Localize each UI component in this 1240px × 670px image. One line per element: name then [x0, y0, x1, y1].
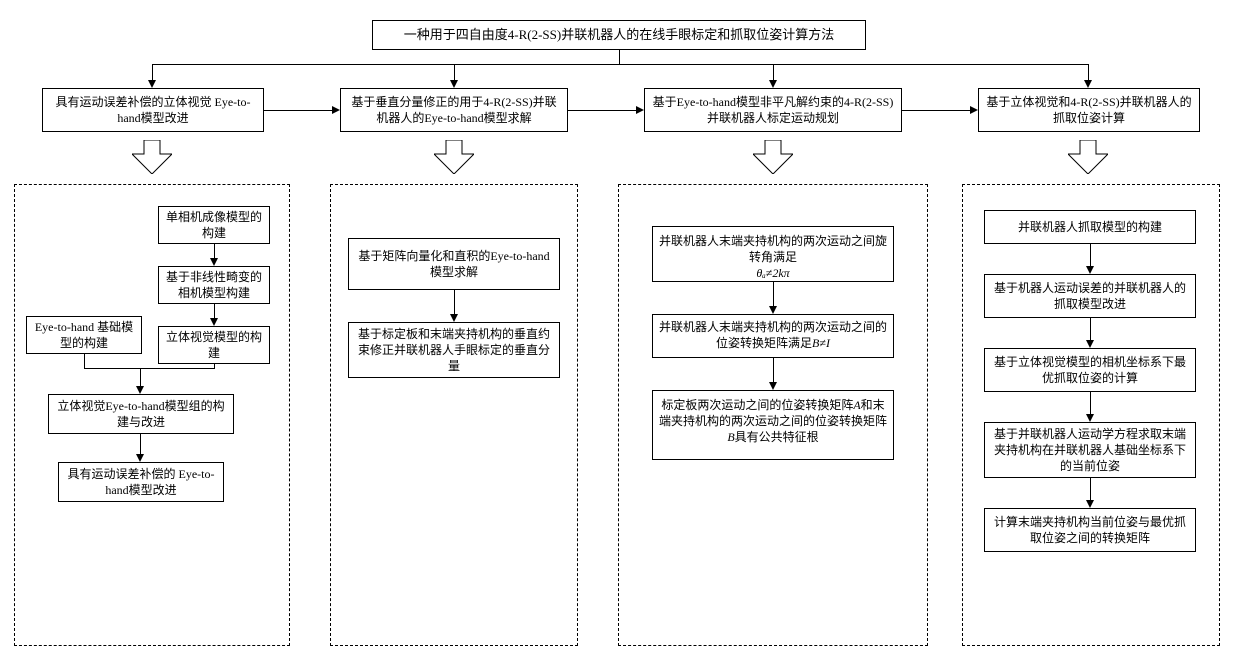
c2-n1-n2-head	[450, 314, 458, 322]
c3-n3-A: A	[853, 398, 860, 412]
c4-n1-n2-head	[1086, 266, 1094, 274]
c1-n4: Eye-to-hand 基础模型的构建	[26, 316, 142, 354]
c1-n1-n2-head	[210, 258, 218, 266]
c4-n2: 基于机器人运动误差的并联机器人的抓取模型改进	[984, 274, 1196, 318]
c3-n1-text: 并联机器人末端夹持机构的两次运动之间旋转角满足	[659, 233, 887, 265]
c4-n1: 并联机器人抓取模型的构建	[984, 210, 1196, 244]
horizontal-bus	[152, 64, 1088, 65]
root-down-line	[619, 50, 620, 64]
block-arrow-1	[132, 140, 172, 174]
c1-n2-n3-line	[214, 304, 215, 318]
c1-n4-down	[84, 354, 85, 368]
c1-join-horiz	[84, 368, 215, 369]
drop-b1	[152, 64, 153, 80]
root-node: 一种用于四自由度4-R(2-SS)并联机器人的在线手眼标定和抓取位姿计算方法	[372, 20, 866, 50]
drop-b3	[773, 64, 774, 80]
c1-n1: 单相机成像模型的构建	[158, 206, 270, 244]
b2-b3-line	[568, 110, 636, 111]
drop-b2-head	[450, 80, 458, 88]
b3-b4-head	[970, 106, 978, 114]
c3-n3: 标定板两次运动之间的位姿转换矩阵A和末端夹持机构的两次运动之间的位姿转换矩阵B具…	[652, 390, 894, 460]
c4-n3-n4-head	[1086, 414, 1094, 422]
c3-n3-p1: 标定板两次运动之间的位姿转换矩阵	[661, 398, 853, 412]
c2-n1-n2-line	[454, 290, 455, 314]
c3-n2-text: 并联机器人末端夹持机构的两次运动之间的位姿转换矩阵满足	[659, 320, 887, 350]
c4-n5: 计算末端夹持机构当前位姿与最优抓取位姿之间的转换矩阵	[984, 508, 1196, 552]
drop-b4	[1088, 64, 1089, 80]
b3-b4-line	[902, 110, 970, 111]
b1-b2-head	[332, 106, 340, 114]
c4-n4: 基于并联机器人运动学方程求取末端夹持机构在并联机器人基础坐标系下的当前位姿	[984, 422, 1196, 478]
c4-n3: 基于立体视觉模型的相机坐标系下最优抓取位姿的计算	[984, 348, 1196, 392]
c3-n3-p3: 具有公共特征根	[735, 430, 819, 444]
branch-1: 具有运动误差补偿的立体视觉 Eye-to-hand模型改进	[42, 88, 264, 132]
c1-n5-n6-line	[140, 434, 141, 454]
drop-b4-head	[1084, 80, 1092, 88]
c2-n2: 基于标定板和末端夹持机构的垂直约束修正并联机器人手眼标定的垂直分量	[348, 322, 560, 378]
c1-n5-n6-head	[136, 454, 144, 462]
c3-n2-formula: B≠I	[812, 336, 830, 350]
c4-n2-n3-line	[1090, 318, 1091, 340]
c1-n6: 具有运动误差补偿的 Eye-to-hand模型改进	[58, 462, 224, 502]
block-arrow-3	[753, 140, 793, 174]
c3-n2: 并联机器人末端夹持机构的两次运动之间的位姿转换矩阵满足B≠I	[652, 314, 894, 358]
c1-n1-n2-line	[214, 244, 215, 258]
branch-3: 基于Eye-to-hand模型非平凡解约束的4-R(2-SS)并联机器人标定运动…	[644, 88, 902, 132]
branch-2: 基于垂直分量修正的用于4-R(2-SS)并联机器人的Eye-to-hand模型求…	[340, 88, 568, 132]
branch-4: 基于立体视觉和4-R(2-SS)并联机器人的抓取位姿计算	[978, 88, 1200, 132]
b1-b2-line	[264, 110, 332, 111]
drop-b2	[454, 64, 455, 80]
c3-n1-formula: θₐ≠2kπ	[659, 265, 887, 281]
block-arrow-2	[434, 140, 474, 174]
c1-n3: 立体视觉模型的构建	[158, 326, 270, 364]
c1-n2-n3-head	[210, 318, 218, 326]
c3-n1-n2-head	[769, 306, 777, 314]
c1-n2: 基于非线性畸变的相机模型构建	[158, 266, 270, 304]
drop-b3-head	[769, 80, 777, 88]
c1-join-down	[140, 368, 141, 386]
c3-n3-B: B	[727, 430, 734, 444]
c3-n1-n2-line	[773, 282, 774, 306]
c4-n4-n5-line	[1090, 478, 1091, 500]
c2-n1: 基于矩阵向量化和直积的Eye-to-hand模型求解	[348, 238, 560, 290]
c4-n4-n5-head	[1086, 500, 1094, 508]
drop-b1-head	[148, 80, 156, 88]
c4-n2-n3-head	[1086, 340, 1094, 348]
c3-n2-n3-line	[773, 358, 774, 382]
block-arrow-4	[1068, 140, 1108, 174]
c1-join-head	[136, 386, 144, 394]
c4-n1-n2-line	[1090, 244, 1091, 266]
c1-n5: 立体视觉Eye-to-hand模型组的构建与改进	[48, 394, 234, 434]
c3-n1: 并联机器人末端夹持机构的两次运动之间旋转角满足 θₐ≠2kπ	[652, 226, 894, 282]
c4-n3-n4-line	[1090, 392, 1091, 414]
b2-b3-head	[636, 106, 644, 114]
c3-n2-n3-head	[769, 382, 777, 390]
